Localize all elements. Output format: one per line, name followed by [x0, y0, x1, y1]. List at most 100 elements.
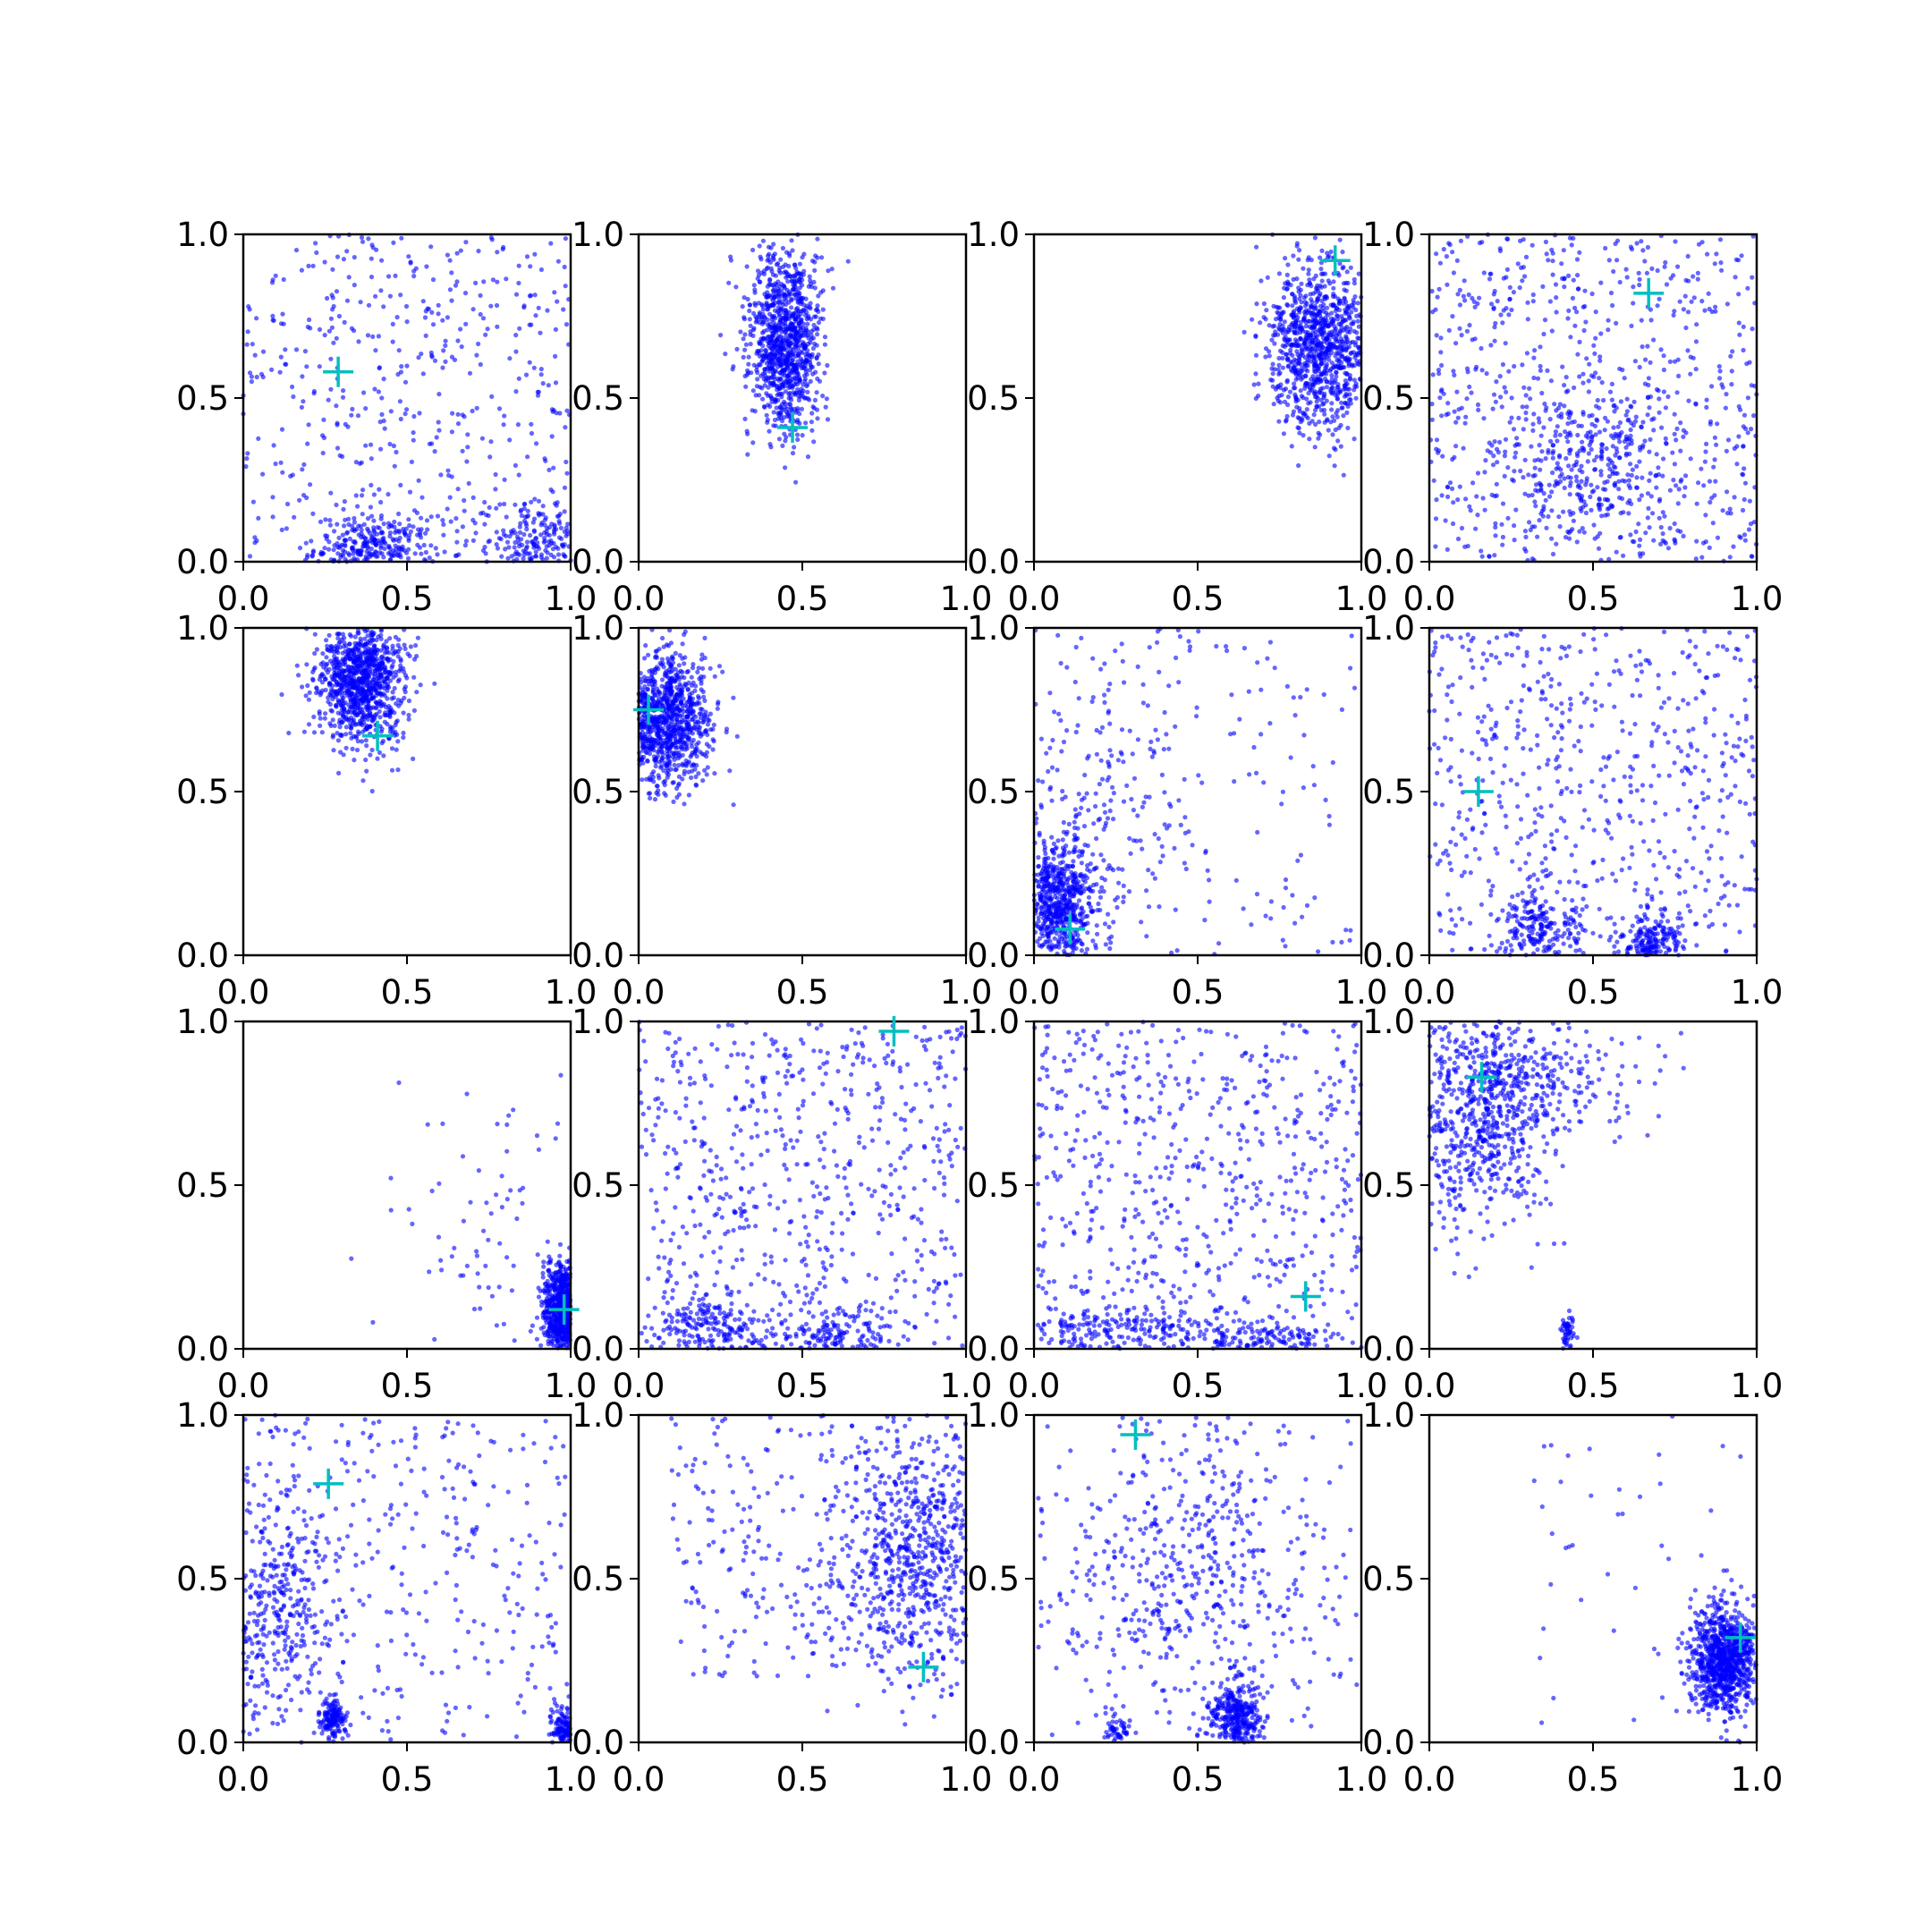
data-point	[1549, 328, 1555, 334]
data-point	[795, 314, 801, 319]
data-point	[1729, 382, 1734, 387]
data-point	[1292, 381, 1297, 386]
data-point	[378, 628, 384, 633]
data-point	[1648, 494, 1654, 499]
data-point	[1317, 353, 1322, 359]
data-point	[1632, 359, 1638, 364]
data-point	[1461, 293, 1466, 299]
data-point	[1298, 335, 1303, 342]
data-point	[1618, 399, 1623, 404]
data-point	[336, 535, 342, 541]
data-point	[1512, 523, 1517, 529]
data-point	[787, 390, 792, 396]
data-point	[1664, 441, 1669, 446]
data-point	[746, 370, 751, 376]
data-point	[1301, 295, 1307, 301]
data-point	[1731, 544, 1736, 549]
data-point	[793, 310, 799, 316]
data-point	[531, 541, 537, 547]
data-point	[376, 334, 381, 339]
data-point	[467, 370, 473, 376]
data-point	[1319, 278, 1325, 284]
data-point	[538, 367, 544, 372]
data-point	[360, 544, 366, 549]
data-point	[795, 386, 801, 393]
data-point	[356, 548, 361, 555]
data-point	[1579, 496, 1584, 502]
data-point	[1588, 494, 1593, 500]
data-point	[528, 292, 534, 298]
data-point	[1492, 553, 1497, 558]
data-point	[1618, 511, 1623, 516]
data-point	[1455, 415, 1461, 420]
data-point	[1481, 416, 1487, 421]
data-point	[1586, 451, 1591, 456]
point-cloud	[279, 626, 437, 794]
data-point	[1724, 392, 1729, 397]
data-point	[345, 530, 351, 535]
data-point	[292, 514, 297, 520]
data-point	[1326, 253, 1332, 259]
data-point	[1565, 421, 1571, 427]
data-point	[1665, 394, 1671, 400]
data-point	[771, 319, 776, 326]
data-point	[301, 399, 306, 404]
data-point	[769, 360, 775, 366]
data-point	[411, 756, 416, 762]
data-point	[1642, 381, 1648, 386]
data-point	[1707, 421, 1713, 427]
data-point	[394, 720, 399, 725]
data-point	[419, 551, 424, 556]
data-point	[1568, 475, 1573, 480]
data-point	[1654, 386, 1660, 393]
data-point	[377, 715, 383, 720]
data-point	[1288, 367, 1294, 372]
data-point	[1445, 494, 1451, 500]
data-point	[1602, 496, 1608, 503]
data-point	[1282, 399, 1288, 404]
data-point	[766, 385, 771, 390]
data-point	[349, 691, 354, 697]
data-point	[502, 501, 507, 507]
data-point	[360, 239, 366, 244]
data-point	[1678, 448, 1683, 453]
data-point	[1639, 239, 1644, 244]
data-point	[1258, 278, 1264, 284]
data-point	[1504, 275, 1509, 280]
data-point	[1696, 480, 1701, 486]
data-point	[1324, 293, 1329, 299]
data-point	[490, 277, 496, 283]
data-point	[465, 445, 470, 450]
data-point	[1591, 343, 1597, 348]
data-point	[305, 682, 310, 689]
data-point	[1325, 305, 1330, 310]
data-point	[1293, 396, 1299, 402]
data-point	[386, 704, 392, 709]
data-point	[402, 686, 407, 691]
data-point	[1628, 403, 1633, 409]
data-point	[1543, 497, 1548, 503]
data-point	[367, 638, 373, 643]
data-point	[778, 320, 784, 326]
data-point	[522, 514, 529, 520]
data-point	[1640, 419, 1646, 425]
data-point	[1611, 268, 1616, 275]
data-point	[1328, 249, 1334, 255]
data-point	[463, 240, 469, 245]
data-point	[1275, 332, 1281, 337]
data-point	[1296, 462, 1301, 469]
data-point	[533, 313, 538, 318]
data-point	[1550, 258, 1555, 264]
data-point	[414, 690, 419, 695]
data-point	[321, 435, 327, 441]
data-point	[1511, 290, 1516, 295]
data-point	[1581, 327, 1587, 334]
data-point	[1629, 323, 1634, 328]
data-point	[337, 663, 343, 668]
data-point	[1263, 354, 1268, 360]
data-point	[1694, 538, 1699, 544]
data-point	[745, 296, 750, 302]
data-point	[561, 307, 566, 312]
data-point	[1479, 240, 1485, 245]
data-point	[520, 542, 525, 547]
